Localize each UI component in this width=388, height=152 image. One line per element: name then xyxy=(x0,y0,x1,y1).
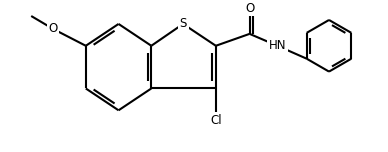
Text: Cl: Cl xyxy=(210,114,222,127)
Text: S: S xyxy=(179,17,187,30)
Text: O: O xyxy=(48,22,58,35)
Text: O: O xyxy=(245,2,254,15)
Text: HN: HN xyxy=(268,39,286,52)
